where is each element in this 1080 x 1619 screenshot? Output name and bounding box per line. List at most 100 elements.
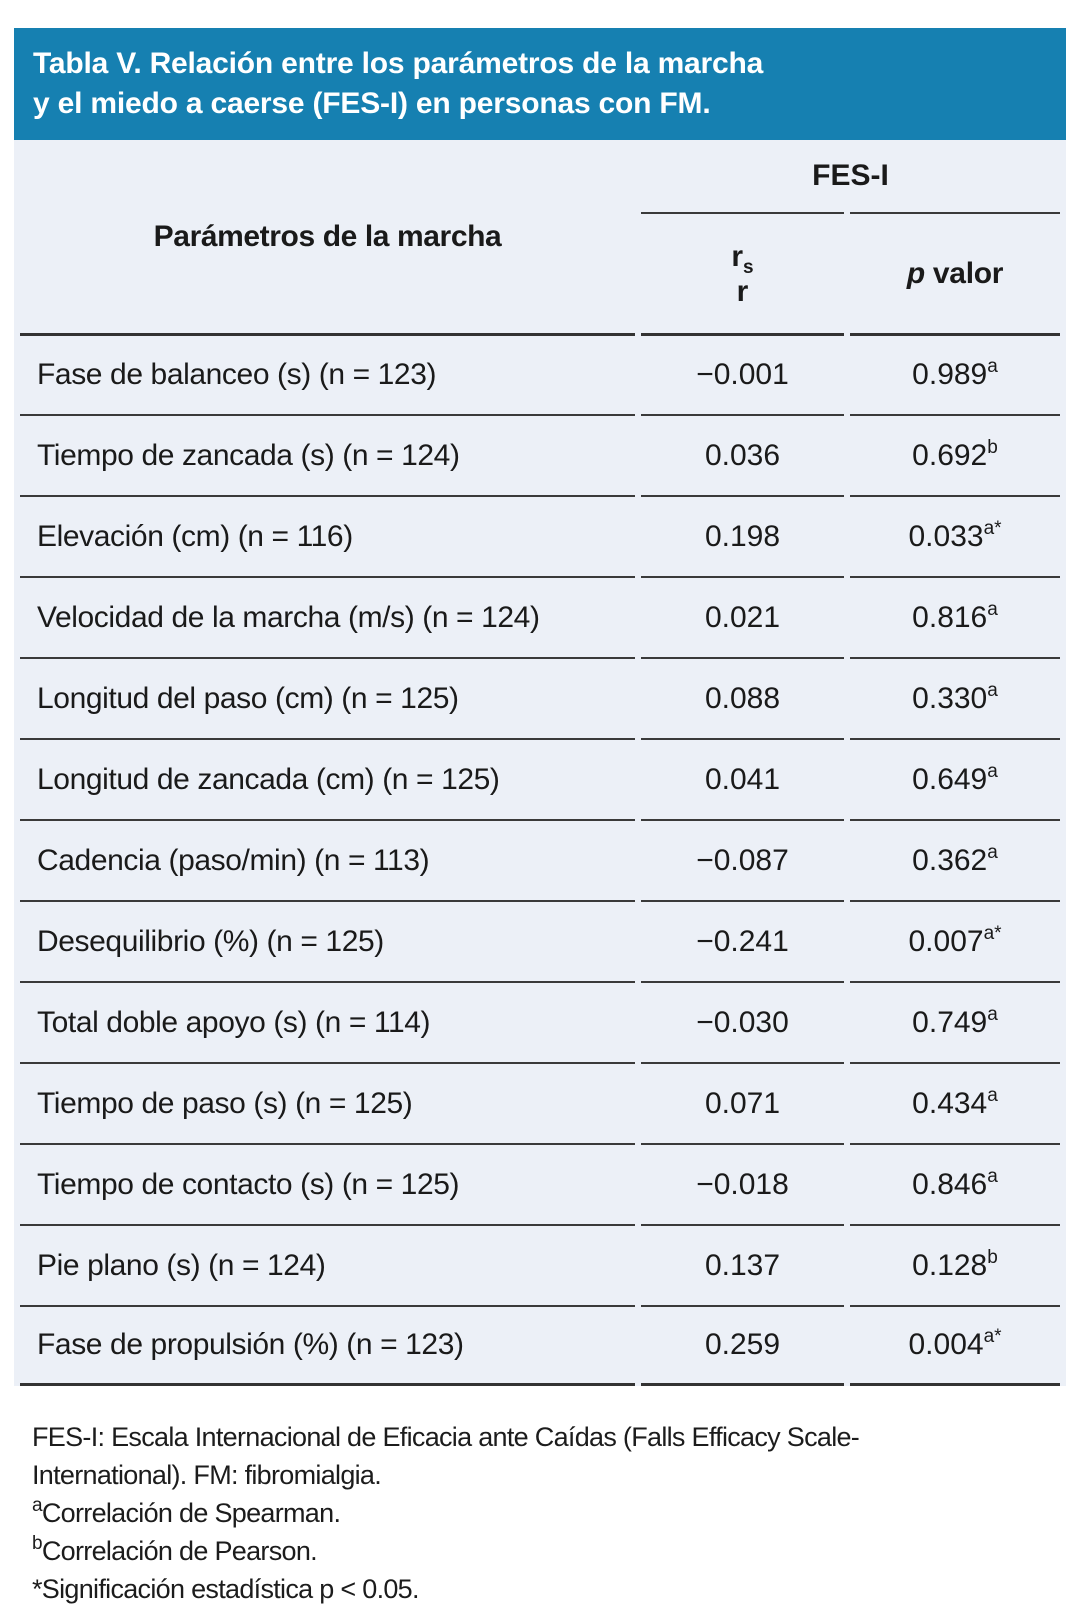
table-row: Elevación (cm) (n = 116) 0.198 0.033a* (20, 495, 1061, 576)
p-value: 0.749 (912, 1005, 988, 1039)
p-value: 0.128 (912, 1248, 988, 1282)
p-value-superscript: b (987, 436, 998, 458)
column-group-header-fesi: FES-I (812, 159, 889, 192)
row-label: Tiempo de contacto (s) (n = 125) (20, 1143, 635, 1224)
table-title-bar: Tabla V. Relación entre los parámetros d… (14, 28, 1066, 140)
p-value-cell: 0.004a* (850, 1305, 1061, 1386)
p-value-cell: 0.692b (850, 414, 1061, 495)
table-row: Desequilibrio (%) (n = 125) −0.241 0.007… (20, 900, 1061, 981)
p-valor-label: valor (924, 256, 1004, 290)
p-value-superscript: a (987, 1165, 998, 1187)
r-value-cell: 0.036 (641, 414, 844, 495)
r-symbol-subscript: s (743, 256, 754, 278)
p-value-cell: 0.128b (850, 1224, 1061, 1305)
footnote-line: bCorrelación de Pearson. (32, 1532, 1052, 1570)
table-row: Total doble apoyo (s) (n = 114) −0.030 0… (20, 981, 1061, 1062)
table-title-line-1: Tabla V. Relación entre los parámetros d… (33, 47, 764, 80)
p-value-superscript: a (987, 841, 998, 863)
p-value-superscript: a* (983, 517, 1002, 539)
p-value-cell: 0.330a (850, 657, 1061, 738)
r-symbol-letter: r (731, 239, 744, 273)
column-header-p-valor: p valor (850, 212, 1061, 333)
p-value: 0.649 (912, 762, 988, 796)
footnote-text: Correlación de Pearson. (41, 1536, 318, 1566)
p-value-cell: 0.846a (850, 1143, 1061, 1224)
row-label: Fase de propulsión (%) (n = 123) (20, 1305, 635, 1386)
footnote-superscript: b (32, 1533, 43, 1554)
gait-fesi-table: Parámetros de la marcha FES-I rs r p val… (14, 140, 1067, 1386)
row-label: Velocidad de la marcha (m/s) (n = 124) (20, 576, 635, 657)
p-value: 0.004 (908, 1328, 984, 1361)
p-value: 0.989 (912, 358, 988, 391)
p-value: 0.330 (912, 681, 988, 715)
table-card: Tabla V. Relación entre los parámetros d… (14, 28, 1067, 1386)
table-row: Tiempo de paso (s) (n = 125) 0.071 0.434… (20, 1062, 1061, 1143)
table-body: Fase de balanceo (s) (n = 123) −0.001 0.… (20, 333, 1061, 1386)
footnote-line: *Significación estadística p < 0.05. (32, 1570, 1052, 1608)
table-row: Fase de balanceo (s) (n = 123) −0.001 0.… (20, 333, 1061, 414)
p-value: 0.007 (908, 924, 984, 958)
footnote-line: FES-I: Escala Internacional de Eficacia … (32, 1418, 1052, 1456)
p-value-superscript: a (987, 1003, 998, 1025)
table-row: Pie plano (s) (n = 124) 0.137 0.128b (20, 1224, 1061, 1305)
r-value-cell: 0.259 (641, 1305, 844, 1386)
row-label: Longitud de zancada (cm) (n = 125) (20, 738, 635, 819)
r-value-cell: 0.021 (641, 576, 844, 657)
table-row: Tiempo de zancada (s) (n = 124) 0.036 0.… (20, 414, 1061, 495)
table-row: Fase de propulsión (%) (n = 123) 0.259 0… (20, 1305, 1061, 1386)
p-value: 0.846 (912, 1167, 988, 1201)
p-value: 0.692 (912, 438, 988, 472)
p-value-cell: 0.649a (850, 738, 1061, 819)
table-header: Parámetros de la marcha FES-I rs r p val… (20, 140, 1061, 333)
p-value-superscript: a (987, 760, 998, 782)
p-value-cell: 0.033a* (850, 495, 1061, 576)
footnote-text: FES-I: Escala Internacional de Eficacia … (32, 1422, 860, 1452)
r-value-cell: 0.041 (641, 738, 844, 819)
p-value-cell: 0.007a* (850, 900, 1061, 981)
r-value-cell: 0.088 (641, 657, 844, 738)
p-value-superscript: a (987, 679, 998, 701)
row-label: Cadencia (paso/min) (n = 113) (20, 819, 635, 900)
footnote-text: *Significación estadística p < 0.05. (32, 1574, 420, 1604)
table-title-line-2: y el miedo a caerse (FES-I) en personas … (33, 87, 711, 120)
row-label: Desequilibrio (%) (n = 125) (20, 900, 635, 981)
table-row: Longitud del paso (cm) (n = 125) 0.088 0… (20, 657, 1061, 738)
p-value: 0.434 (912, 1086, 988, 1120)
footnotes: FES-I: Escala Internacional de Eficacia … (32, 1418, 1052, 1608)
p-value-superscript: a* (983, 922, 1002, 944)
r-value-cell: 0.071 (641, 1062, 844, 1143)
p-value: 0.033 (908, 519, 984, 553)
row-label: Tiempo de paso (s) (n = 125) (20, 1062, 635, 1143)
column-header-parametros: Parámetros de la marcha (153, 219, 502, 253)
footnote-line: International). FM: fibromialgia. (32, 1456, 1052, 1494)
p-value-superscript: a (987, 598, 998, 620)
r-value-cell: −0.087 (641, 819, 844, 900)
p-value-cell: 0.749a (850, 981, 1061, 1062)
p-value: 0.816 (912, 600, 988, 634)
row-label: Elevación (cm) (n = 116) (20, 495, 635, 576)
p-value-superscript: a* (983, 1326, 1002, 1347)
p-value-superscript: a (987, 1084, 998, 1106)
r-value-cell: −0.018 (641, 1143, 844, 1224)
r-spearman-symbol: rs (641, 239, 844, 277)
p-value-cell: 0.816a (850, 576, 1061, 657)
r-value-cell: 0.137 (641, 1224, 844, 1305)
row-label: Pie plano (s) (n = 124) (20, 1224, 635, 1305)
p-value: 0.362 (912, 843, 988, 877)
header-row-group: Parámetros de la marcha FES-I (20, 140, 1060, 253)
row-label: Tiempo de zancada (s) (n = 124) (20, 414, 635, 495)
footnote-superscript: a (32, 1495, 43, 1516)
table-row: Longitud de zancada (cm) (n = 125) 0.041… (20, 738, 1061, 819)
r-value-cell: −0.001 (641, 333, 844, 414)
table-row: Tiempo de contacto (s) (n = 125) −0.018 … (20, 1143, 1061, 1224)
p-value-superscript: a (987, 356, 998, 377)
r-value-cell: −0.030 (641, 981, 844, 1062)
r-value-cell: −0.241 (641, 900, 844, 981)
table-row: Cadencia (paso/min) (n = 113) −0.087 0.3… (20, 819, 1061, 900)
r-pearson-symbol: r (736, 274, 749, 308)
r-value-cell: 0.198 (641, 495, 844, 576)
row-label: Fase de balanceo (s) (n = 123) (20, 333, 635, 414)
row-label: Longitud del paso (cm) (n = 125) (20, 657, 635, 738)
footnote-text: International). FM: fibromialgia. (32, 1460, 382, 1490)
row-label: Total doble apoyo (s) (n = 114) (20, 981, 635, 1062)
